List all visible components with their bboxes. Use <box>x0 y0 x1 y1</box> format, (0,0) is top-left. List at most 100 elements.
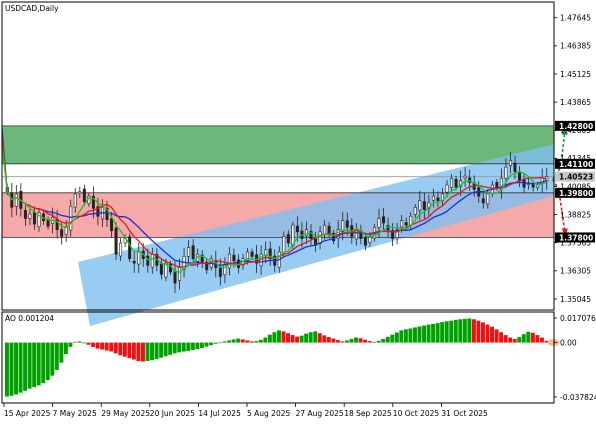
ao-bar <box>539 337 544 343</box>
ao-bar <box>453 319 458 343</box>
ao-bar <box>222 341 227 343</box>
ao-bar <box>326 337 331 343</box>
candle-body <box>14 193 18 207</box>
ao-bar <box>177 342 182 353</box>
ao-bar <box>331 338 336 343</box>
ao-bar <box>399 330 404 343</box>
candle-body <box>445 184 449 193</box>
candle-body <box>268 248 272 259</box>
ao-axis: 0.017076 0.00 -0.037824 <box>554 314 596 402</box>
candle-body <box>400 220 404 228</box>
price-tick-label: 1.45125 <box>560 70 591 79</box>
candle-body <box>377 218 381 228</box>
candle-body <box>291 224 295 247</box>
ao-bar <box>267 334 272 343</box>
ao-bar <box>199 342 204 349</box>
ao-bar <box>127 342 132 359</box>
ao-bar <box>263 337 268 343</box>
pane-frames <box>1 1 555 404</box>
ao-bar <box>141 342 145 362</box>
candle-body <box>60 229 64 237</box>
candle-body <box>23 209 27 219</box>
candle-body <box>286 234 290 244</box>
candle-body <box>28 213 32 219</box>
ao-bar <box>354 337 358 343</box>
time-tick-label: 15 Apr 2025 <box>4 409 51 418</box>
candle-body <box>282 236 286 253</box>
ao-bar <box>544 340 549 343</box>
level-badge-label: 1.42800 <box>559 122 593 131</box>
candle-body <box>32 211 36 225</box>
ao-bar <box>231 339 236 343</box>
price-tick-label: 1.47645 <box>560 14 591 23</box>
candle-body <box>218 267 222 277</box>
ao-bar <box>363 339 368 343</box>
candle-body <box>137 251 141 265</box>
ao-bar <box>290 335 295 343</box>
candle-body <box>96 206 100 217</box>
candle-body <box>354 229 358 240</box>
candle-body <box>382 216 386 224</box>
ao-bar <box>426 324 431 343</box>
time-tick-label: 5 Aug 2025 <box>247 409 290 418</box>
ao-bar <box>190 342 195 351</box>
ao-bar <box>254 341 259 343</box>
ao-bar <box>172 342 177 354</box>
ao-tick-label: 0.017076 <box>560 314 596 323</box>
price-pane[interactable] <box>1 125 568 326</box>
ao-bar <box>304 333 309 343</box>
ao-bar <box>535 335 540 343</box>
candle-body <box>368 236 372 243</box>
symbol-title: USDCAD,Daily <box>5 4 59 13</box>
candle-body <box>78 191 82 194</box>
price-tick-label: 1.37565 <box>560 239 591 248</box>
ao-bar <box>227 340 232 343</box>
candle-body <box>250 251 254 257</box>
ao-bar <box>499 332 504 343</box>
ao-pane[interactable] <box>5 318 560 397</box>
ao-bar <box>245 340 250 343</box>
ao-bar <box>209 342 213 346</box>
ao-bar <box>91 342 96 347</box>
candle-body <box>454 178 458 188</box>
ao-bar <box>521 334 526 343</box>
ao-bar <box>68 342 73 347</box>
candle-body <box>232 254 236 262</box>
ao-bar <box>150 342 154 361</box>
ao-bar <box>27 342 32 389</box>
time-tick-label: 14 Jul 2025 <box>198 409 241 418</box>
price-tick-label: 1.36305 <box>560 267 591 276</box>
candle-body <box>73 193 77 208</box>
ao-bar <box>467 318 472 343</box>
ao-bar <box>45 342 50 380</box>
ao-frame <box>1 311 555 404</box>
candle-body <box>146 255 150 266</box>
ao-bar <box>32 342 37 388</box>
ao-bar <box>431 323 436 343</box>
ao-bar <box>413 327 417 343</box>
candle-body <box>413 207 417 215</box>
ao-bar <box>145 342 150 361</box>
ao-bar <box>122 342 127 357</box>
ao-bar <box>104 342 109 351</box>
time-tick-label: 27 Aug 2025 <box>296 409 344 418</box>
candle-body <box>223 265 227 276</box>
ao-bar <box>277 330 281 343</box>
price-tick-label: 1.41345 <box>560 154 591 163</box>
ao-bar <box>5 342 9 397</box>
candle-body <box>518 172 522 181</box>
ao-bar <box>50 342 55 376</box>
level-badge-label: 1.41100 <box>559 160 593 169</box>
ao-bar <box>435 323 440 343</box>
candle-body <box>64 227 68 235</box>
ao-bar <box>36 342 41 386</box>
candle-body <box>132 261 136 264</box>
candle-body <box>164 262 168 278</box>
ao-bar <box>308 332 313 343</box>
candle-body <box>323 224 327 235</box>
candle-body <box>105 207 109 220</box>
level-badge <box>555 158 595 169</box>
ao-bar <box>18 342 23 393</box>
